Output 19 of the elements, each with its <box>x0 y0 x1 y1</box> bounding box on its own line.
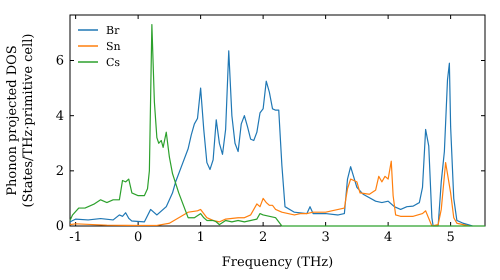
x-tick-label: 2 <box>258 230 268 246</box>
x-axis-title: Frequency (THz) <box>222 255 334 270</box>
line-series <box>69 160 470 227</box>
y-tick-label: 2 <box>56 164 64 179</box>
line-series <box>69 24 486 227</box>
x-tick-label: 3 <box>321 230 330 246</box>
legend-label: Sn <box>106 40 121 53</box>
x-tick-label: 1 <box>196 230 205 246</box>
y-tick-label: 0 <box>56 219 64 234</box>
x-tick-label: 4 <box>384 230 392 246</box>
x-tick-label: 0 <box>134 230 142 246</box>
x-tick-label: 5 <box>446 230 455 246</box>
legend-label: Br <box>106 24 120 37</box>
line-series <box>69 50 474 227</box>
y-tick-label: 4 <box>56 108 64 124</box>
legend-label: Cs <box>106 56 120 69</box>
y-axis-title: Phonon projected DOS (States/THz·primitive cell) <box>5 33 36 208</box>
x-tick-label: -1 <box>69 230 82 246</box>
y-tick-label: 6 <box>56 54 64 69</box>
